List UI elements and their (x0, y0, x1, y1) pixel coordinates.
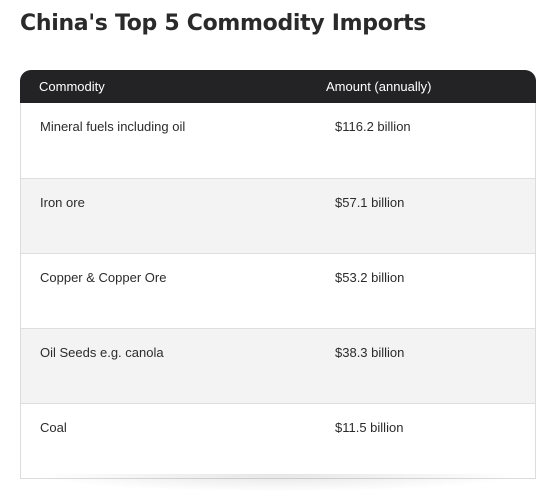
table-row: Iron ore $57.1 billion (21, 178, 535, 253)
page-title: China's Top 5 Commodity Imports (20, 11, 427, 36)
commodity-cell: Iron ore (40, 195, 85, 210)
table-row: Copper & Copper Ore $53.2 billion (21, 253, 535, 328)
header-commodity: Commodity (39, 79, 105, 94)
commodity-cell: Copper & Copper Ore (40, 270, 167, 285)
table-row: Coal $11.5 billion (21, 403, 535, 478)
table-shadow (30, 474, 526, 492)
commodity-cell: Coal (40, 420, 67, 435)
amount-cell: $38.3 billion (335, 345, 405, 360)
header-amount: Amount (annually) (326, 79, 432, 94)
amount-cell: $116.2 billion (335, 119, 411, 134)
amount-cell: $53.2 billion (335, 270, 405, 285)
table-body: Mineral fuels including oil $116.2 billi… (20, 103, 536, 479)
commodity-cell: Oil Seeds e.g. canola (40, 345, 164, 360)
amount-cell: $11.5 billion (335, 420, 404, 435)
table-row: Mineral fuels including oil $116.2 billi… (21, 103, 535, 178)
commodity-cell: Mineral fuels including oil (40, 119, 186, 134)
amount-cell: $57.1 billion (335, 195, 405, 210)
table-row: Oil Seeds e.g. canola $38.3 billion (21, 328, 535, 403)
imports-table: Commodity Amount (annually) Mineral fuel… (20, 70, 536, 479)
table-header: Commodity Amount (annually) (20, 70, 536, 103)
